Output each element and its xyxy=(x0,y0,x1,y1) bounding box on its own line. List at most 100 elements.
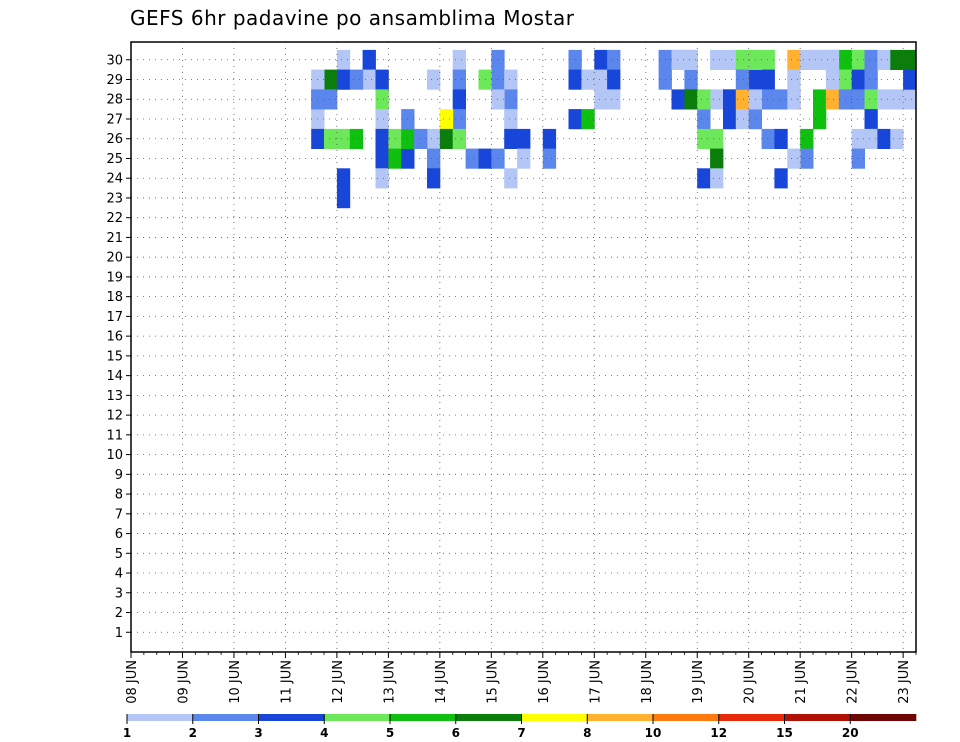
heatmap-cell xyxy=(336,49,351,70)
colorbar-label: 20 xyxy=(842,726,859,740)
colorbar-swatch xyxy=(784,714,851,721)
heatmap-cell xyxy=(336,168,351,189)
heatmap-cell xyxy=(336,128,351,149)
heatmap-cell xyxy=(465,148,479,169)
y-axis: 1234567891011121314151617181920212223242… xyxy=(106,53,131,641)
heatmap-cell xyxy=(787,49,801,70)
heatmap-cell xyxy=(504,69,518,90)
chart-title: GEFS 6hr padavine po ansamblima Mostar xyxy=(130,6,575,30)
heatmap-cell xyxy=(787,148,801,169)
heatmap-cell xyxy=(671,49,685,70)
heatmap-cell xyxy=(774,128,788,149)
heatmap-cell xyxy=(774,168,788,189)
y-tick-label: 9 xyxy=(115,468,123,483)
y-tick-label: 20 xyxy=(106,251,123,266)
heatmap-cell xyxy=(336,188,351,209)
heatmap-cell xyxy=(594,69,608,90)
heatmap-cell xyxy=(761,128,775,149)
colorbar-label: 12 xyxy=(710,726,727,740)
y-tick-label: 24 xyxy=(106,172,123,187)
heatmap-cell xyxy=(517,128,531,149)
heatmap-cell xyxy=(800,128,814,149)
heatmap-cell xyxy=(903,49,917,70)
colorbar-label: 2 xyxy=(189,726,197,740)
heatmap-cell xyxy=(710,148,724,169)
y-tick-label: 4 xyxy=(115,567,123,582)
x-tick-label: 15 JUN xyxy=(485,660,500,704)
y-tick-label: 8 xyxy=(115,488,123,503)
y-tick-label: 6 xyxy=(115,527,123,542)
x-tick-label: 17 JUN xyxy=(588,660,603,704)
heatmap-cell xyxy=(864,109,878,130)
x-axis: 08 JUN 09 JUN 10 JUN 11 JUN 12 JUN 13 JUN 14 J… xyxy=(125,652,917,704)
heatmap-cell xyxy=(697,128,711,149)
x-tick-label: 11 JUN xyxy=(279,660,294,704)
heatmap-cell xyxy=(452,49,466,70)
heatmap-cell xyxy=(375,109,389,130)
y-tick-label: 30 xyxy=(106,53,123,68)
colorbar-swatch xyxy=(258,714,325,721)
y-tick-label: 21 xyxy=(106,231,123,246)
heatmap-cell xyxy=(452,128,466,149)
heatmap-cell xyxy=(427,69,441,90)
x-tick-label: 16 JUN xyxy=(537,660,552,704)
grid-lines xyxy=(130,42,916,652)
colorbar-swatch xyxy=(718,714,785,721)
colorbar-label: 8 xyxy=(583,726,591,740)
y-tick-label: 2 xyxy=(115,606,123,621)
heatmap-cell xyxy=(813,89,827,110)
x-tick-label: 23 JUN xyxy=(897,660,912,704)
y-tick-label: 25 xyxy=(106,152,123,167)
heatmap-cell xyxy=(723,49,737,70)
heatmap-cell xyxy=(877,128,891,149)
heatmap-cell xyxy=(903,69,917,90)
heatmap-cell xyxy=(877,89,891,110)
colorbar-swatch xyxy=(192,714,259,721)
y-tick-label: 1 xyxy=(115,626,123,641)
heatmap-cell xyxy=(697,109,711,130)
heatmap-cell xyxy=(903,89,917,110)
heatmap-cell xyxy=(452,109,466,130)
heatmap-cell xyxy=(684,89,698,110)
heatmap-cell xyxy=(427,148,441,169)
colorbar-swatch xyxy=(850,714,917,721)
y-tick-label: 19 xyxy=(106,270,123,285)
heatmap-cell xyxy=(710,168,724,189)
heatmap-cell xyxy=(825,89,840,110)
heatmap-cell xyxy=(324,128,338,149)
y-tick-label: 27 xyxy=(106,112,123,127)
heatmap-cell xyxy=(504,128,518,149)
heatmap-cell xyxy=(800,148,814,169)
y-tick-label: 3 xyxy=(115,586,123,601)
colorbar-label: 1 xyxy=(123,726,131,740)
heatmap-cell xyxy=(864,128,878,149)
heatmap-cell xyxy=(375,69,389,90)
heatmap-cell xyxy=(710,49,724,70)
heatmap-cell xyxy=(735,89,750,110)
heatmap-cell xyxy=(710,89,724,110)
x-tick-label: 08 JUN xyxy=(125,660,140,704)
colorbar-label: 6 xyxy=(452,726,460,740)
colorbar-label: 10 xyxy=(645,726,662,740)
x-tick-label: 14 JUN xyxy=(434,660,449,704)
heatmap-cell xyxy=(710,128,724,149)
y-tick-label: 7 xyxy=(115,507,123,522)
heatmap-cell xyxy=(594,49,608,70)
y-tick-label: 16 xyxy=(106,330,123,345)
x-tick-label: 12 JUN xyxy=(331,660,346,704)
heatmap-cell xyxy=(851,89,865,110)
heatmap-cell xyxy=(504,89,518,110)
heatmap-cell xyxy=(349,128,364,149)
heatmap-cell xyxy=(800,49,814,70)
heatmap-cell xyxy=(735,49,750,70)
heatmap-cell xyxy=(336,69,351,90)
heatmap-cell xyxy=(684,49,698,70)
x-tick-label: 09 JUN xyxy=(176,660,191,704)
heatmap-cell xyxy=(439,109,454,130)
x-tick-label: 22 JUN xyxy=(846,660,861,704)
colorbar-swatch xyxy=(127,714,193,721)
heatmap-cells xyxy=(311,49,917,209)
heatmap-cell xyxy=(851,148,865,169)
colorbar-swatch xyxy=(455,714,522,721)
heatmap-cell xyxy=(452,89,466,110)
